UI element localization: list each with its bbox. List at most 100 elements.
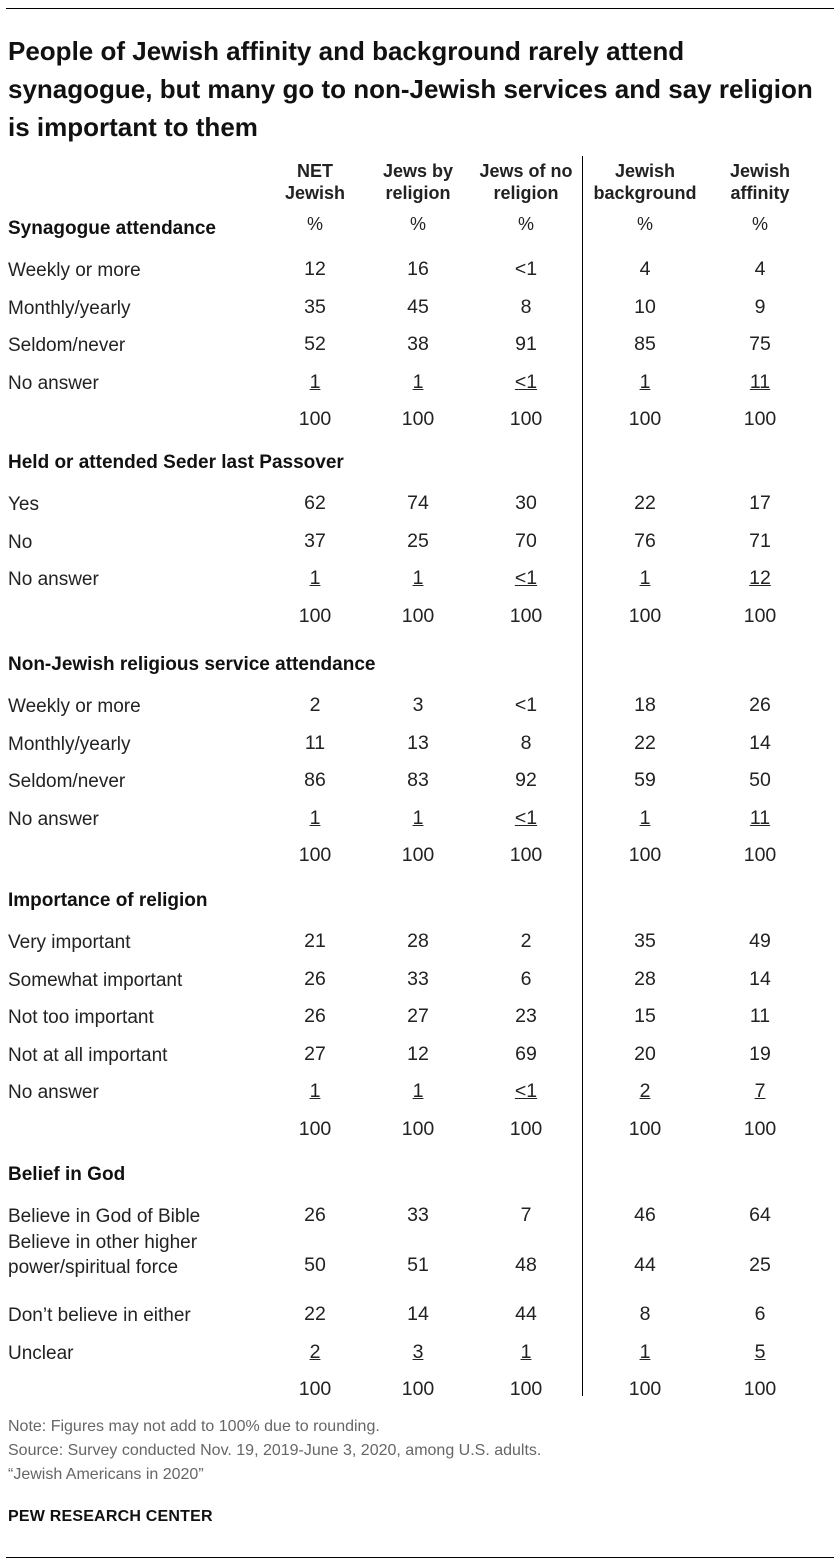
data-cell: 59	[634, 769, 656, 791]
total-cell: 100	[298, 408, 332, 430]
column-header: NET Jewish	[284, 161, 346, 203]
data-cell: <1	[514, 806, 538, 829]
data-cell: 1	[412, 1080, 424, 1102]
data-cell: 4	[754, 258, 766, 280]
row-label: No answer	[8, 1082, 99, 1103]
row-label: Not at all important	[8, 1044, 168, 1066]
data-cell: 26	[304, 1005, 326, 1027]
data-cell: 11	[304, 731, 326, 754]
data-cell: 1	[309, 1080, 321, 1102]
data-cell: 44	[634, 1253, 656, 1276]
data-cell: 6	[520, 967, 532, 990]
data-cell: 12	[749, 567, 771, 589]
data-cell: 44	[515, 1303, 537, 1325]
data-cell: 3	[412, 694, 424, 716]
total-cell: 100	[628, 1117, 662, 1140]
data-cell: 92	[515, 769, 537, 791]
data-cell: 51	[407, 1253, 429, 1276]
data-cell: 3	[412, 1340, 424, 1363]
data-cell: 64	[749, 1204, 771, 1226]
data-cell: 35	[634, 930, 656, 952]
data-cell: 49	[749, 930, 771, 952]
total-cell: 100	[628, 1378, 662, 1400]
row-label: No answer	[8, 569, 99, 590]
data-cell: 91	[515, 333, 537, 355]
data-cell: 33	[407, 1204, 429, 1226]
total-cell: 100	[401, 1117, 435, 1140]
row-label: Weekly or more	[8, 260, 141, 281]
data-cell: 2	[309, 694, 321, 716]
report-title: “Jewish Americans in 2020”	[8, 1466, 204, 1483]
row-label: Monthly/yearly	[8, 297, 131, 319]
total-cell: 100	[509, 1378, 543, 1400]
column-unit: %	[409, 214, 426, 234]
data-cell: 26	[749, 694, 771, 716]
data-cell: 45	[407, 295, 429, 318]
section-header: Synagogue attendance	[8, 218, 216, 239]
total-cell: 100	[743, 408, 777, 430]
data-cell: 27	[407, 1005, 429, 1027]
row-label: Weekly or more	[8, 696, 141, 717]
total-cell: 100	[509, 844, 543, 866]
section-header: Importance of religion	[8, 890, 208, 911]
data-cell: 15	[634, 1005, 656, 1027]
data-cell: 11	[749, 1005, 771, 1027]
data-cell: 76	[634, 529, 656, 552]
data-cell: 14	[749, 731, 771, 754]
data-cell: 21	[304, 930, 326, 952]
data-cell: 28	[407, 930, 429, 952]
data-cell: 11	[749, 806, 771, 829]
data-cell: 1	[520, 1340, 532, 1363]
data-cell: 1	[412, 567, 424, 589]
total-cell: 100	[628, 844, 662, 866]
data-table: NET Jewish% Jews by religion% Jews of no reli…	[8, 161, 791, 1400]
data-cell: <1	[514, 1080, 538, 1102]
column-unit: %	[636, 214, 653, 234]
column-header: Jewish affinity	[729, 161, 791, 203]
data-cell: 1	[639, 370, 651, 393]
source-text: Source: Survey conducted Nov. 19, 2019-J…	[8, 1442, 542, 1459]
total-cell: 100	[743, 1117, 777, 1140]
column-header: Jews of no religion	[479, 161, 573, 203]
row-label: Somewhat important	[8, 969, 183, 991]
data-cell: 20	[634, 1042, 656, 1065]
data-cell: <1	[514, 258, 538, 280]
total-cell: 100	[298, 604, 332, 627]
row-label: Seldom/never	[8, 335, 126, 356]
total-cell: 100	[401, 844, 435, 866]
data-cell: 8	[639, 1303, 651, 1325]
data-cell: 2	[309, 1340, 321, 1363]
data-cell: 1	[412, 370, 424, 393]
data-cell: 74	[407, 492, 429, 514]
data-cell: 5	[754, 1340, 766, 1363]
row-label: Not too important	[8, 1007, 154, 1028]
total-cell: 100	[628, 408, 662, 430]
data-cell: 33	[407, 967, 429, 990]
data-cell: 46	[634, 1204, 656, 1226]
data-cell: 7	[754, 1080, 766, 1102]
row-label: No answer	[8, 372, 99, 394]
total-cell: 100	[401, 1378, 435, 1400]
data-cell: 1	[309, 806, 321, 829]
total-cell: 100	[509, 604, 543, 627]
data-cell: 27	[304, 1042, 326, 1065]
data-cell: 25	[407, 529, 429, 552]
chart-title: People of Jewish affinity and background…	[8, 36, 813, 142]
data-cell: 83	[407, 769, 429, 791]
row-label: No answer	[8, 808, 99, 830]
total-cell: 100	[509, 1117, 543, 1140]
data-cell: 1	[309, 567, 321, 589]
data-cell: 1	[639, 567, 651, 589]
data-cell: 48	[515, 1253, 537, 1276]
data-cell: 14	[407, 1303, 429, 1325]
data-cell: 12	[304, 258, 326, 280]
data-cell: 7	[520, 1204, 532, 1226]
data-cell: 50	[304, 1253, 326, 1276]
total-cell: 100	[298, 1117, 332, 1140]
row-label: Unclear	[8, 1342, 74, 1364]
data-cell: 86	[304, 769, 326, 791]
section-header: Belief in God	[8, 1164, 126, 1185]
data-cell: 4	[639, 258, 651, 280]
data-cell: 2	[520, 930, 532, 952]
row-label: Don’t believe in either	[8, 1305, 191, 1326]
